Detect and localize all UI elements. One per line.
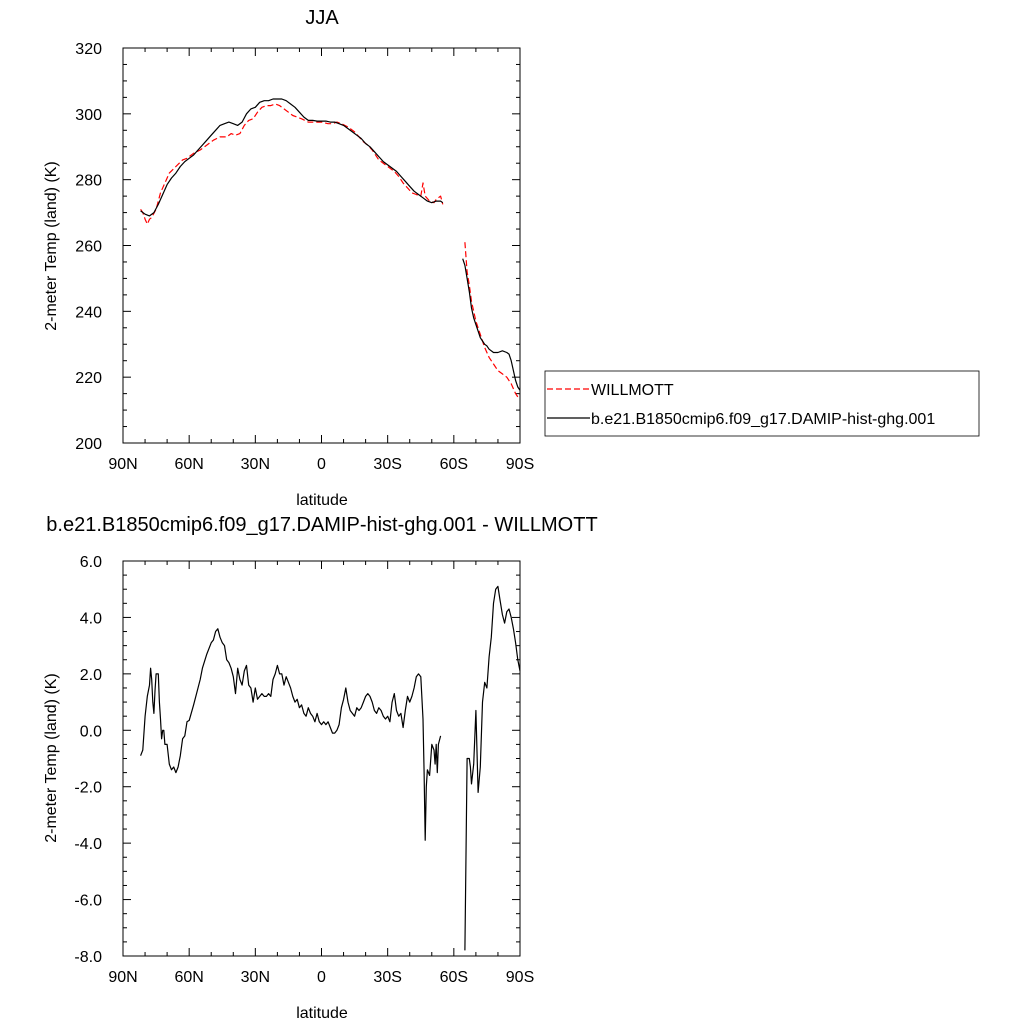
bottom-x-tick-label: 90S bbox=[506, 969, 534, 986]
top-x-tick-label: 90S bbox=[506, 456, 534, 473]
top-series-0-segment-1 bbox=[464, 242, 521, 398]
top-y-tick-label: 320 bbox=[75, 41, 102, 58]
legend-box bbox=[544, 370, 980, 437]
bottom-y-tick-label: -4.0 bbox=[74, 836, 102, 853]
bottom-axis-ticks: 90N 60N 30N 0 30S 60S 90S -8.0 -6.0 -4.0 -2.0 0.0 2.… bbox=[74, 554, 534, 986]
top-plot-lines bbox=[140, 98, 521, 398]
bottom-y-tick-label: -2.0 bbox=[74, 780, 102, 797]
top-x-tick-label: 60S bbox=[440, 456, 468, 473]
bottom-panel: b.e21.B1850cmip6.f09_g17.DAMIP-hist-ghg.… bbox=[43, 514, 598, 1022]
bottom-x-tick-label: 30N bbox=[241, 969, 270, 986]
top-series-0-segment-0 bbox=[140, 103, 444, 225]
top-y-tick-label: 220 bbox=[75, 370, 102, 387]
top-y-axis-label: 2-meter Temp (land) (K) bbox=[43, 161, 60, 331]
top-x-tick-label: 90N bbox=[108, 456, 137, 473]
top-y-tick-label: 260 bbox=[75, 239, 102, 256]
bottom-y-tick-label: -8.0 bbox=[74, 949, 102, 966]
bottom-title: b.e21.B1850cmip6.f09_g17.DAMIP-hist-ghg.… bbox=[46, 514, 597, 536]
bottom-series-0-segment-0 bbox=[140, 628, 442, 841]
top-y-tick-label: 300 bbox=[75, 107, 102, 124]
legend: WILLMOTT b.e21.B1850cmip6.f09_g17.DAMIP-… bbox=[544, 370, 980, 437]
top-y-tick-label: 240 bbox=[75, 304, 102, 321]
top-panel: JJA 2-meter Temp (land) (K) latitude 90N… bbox=[43, 7, 980, 509]
bottom-y-tick-label: 0.0 bbox=[80, 723, 102, 740]
bottom-x-tick-label: 60N bbox=[174, 969, 203, 986]
bottom-y-tick-label: 2.0 bbox=[80, 667, 102, 684]
top-title: JJA bbox=[305, 7, 339, 29]
top-x-tick-label: 30S bbox=[373, 456, 401, 473]
bottom-plot-lines bbox=[140, 585, 521, 951]
bottom-y-tick-label: 4.0 bbox=[80, 610, 102, 627]
bottom-x-tick-label: 60S bbox=[440, 969, 468, 986]
bottom-plot-frame bbox=[122, 560, 521, 957]
bottom-x-tick-label: 30S bbox=[373, 969, 401, 986]
top-series-1-segment-0 bbox=[140, 98, 444, 217]
bottom-x-tick-label: 0 bbox=[317, 969, 326, 986]
legend-label-willmott: WILLMOTT bbox=[591, 382, 674, 399]
bottom-series-0-segment-1 bbox=[464, 585, 521, 951]
top-x-tick-label: 60N bbox=[174, 456, 203, 473]
top-axis-ticks: 90N 60N 30N 0 30S 60S 90S 200 220 240 260 280 300 320 bbox=[75, 41, 534, 473]
bottom-x-axis-label: latitude bbox=[296, 1005, 348, 1022]
top-y-tick-label: 280 bbox=[75, 173, 102, 190]
top-plot-frame bbox=[122, 47, 521, 444]
top-x-tick-label: 0 bbox=[317, 456, 326, 473]
bottom-y-tick-label: -6.0 bbox=[74, 893, 102, 910]
top-x-tick-label: 30N bbox=[241, 456, 270, 473]
top-x-axis-label: latitude bbox=[296, 492, 348, 509]
bottom-x-tick-label: 90N bbox=[108, 969, 137, 986]
bottom-y-tick-label: 6.0 bbox=[80, 554, 102, 571]
bottom-y-axis-label: 2-meter Temp (land) (K) bbox=[43, 673, 60, 843]
top-y-tick-label: 200 bbox=[75, 436, 102, 453]
top-series-1-segment-1 bbox=[462, 258, 521, 391]
legend-label-model: b.e21.B1850cmip6.f09_g17.DAMIP-hist-ghg.… bbox=[591, 411, 935, 428]
